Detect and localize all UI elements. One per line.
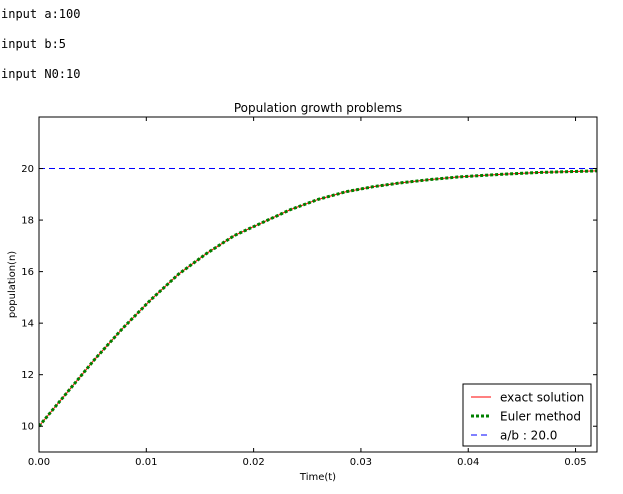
y-tick-label: 12 — [21, 370, 34, 381]
console-line-b: input b:5 — [1, 37, 67, 51]
x-tick-label: 0.05 — [564, 457, 586, 468]
y-tick-label: 10 — [21, 422, 34, 433]
y-tick-label: 14 — [21, 319, 34, 330]
legend-label-0: exact solution — [500, 391, 584, 405]
x-axis-label: Time(t) — [299, 472, 336, 483]
x-tick-label: 0.03 — [350, 457, 372, 468]
y-axis-label: population(n) — [7, 251, 18, 318]
console-line-n0: input N0:10 — [1, 67, 81, 81]
y-tick-label: 18 — [21, 216, 34, 227]
y-tick-label: 16 — [21, 267, 34, 278]
series-line-1 — [39, 169, 597, 428]
chart-title: Population growth problems — [234, 101, 402, 115]
plot-frame — [38, 116, 598, 453]
x-tick-label: 0.04 — [457, 457, 479, 468]
y-tick-label: 20 — [21, 164, 34, 175]
x-tick-label: 0.00 — [28, 457, 50, 468]
x-tick-label: 0.01 — [135, 457, 157, 468]
legend-label-2: a/b : 20.0 — [500, 429, 557, 443]
x-tick-label: 0.02 — [242, 457, 264, 468]
console-line-a: input a:100 — [1, 7, 81, 21]
legend-label-1: Euler method — [500, 410, 581, 424]
legend-box — [462, 383, 592, 447]
